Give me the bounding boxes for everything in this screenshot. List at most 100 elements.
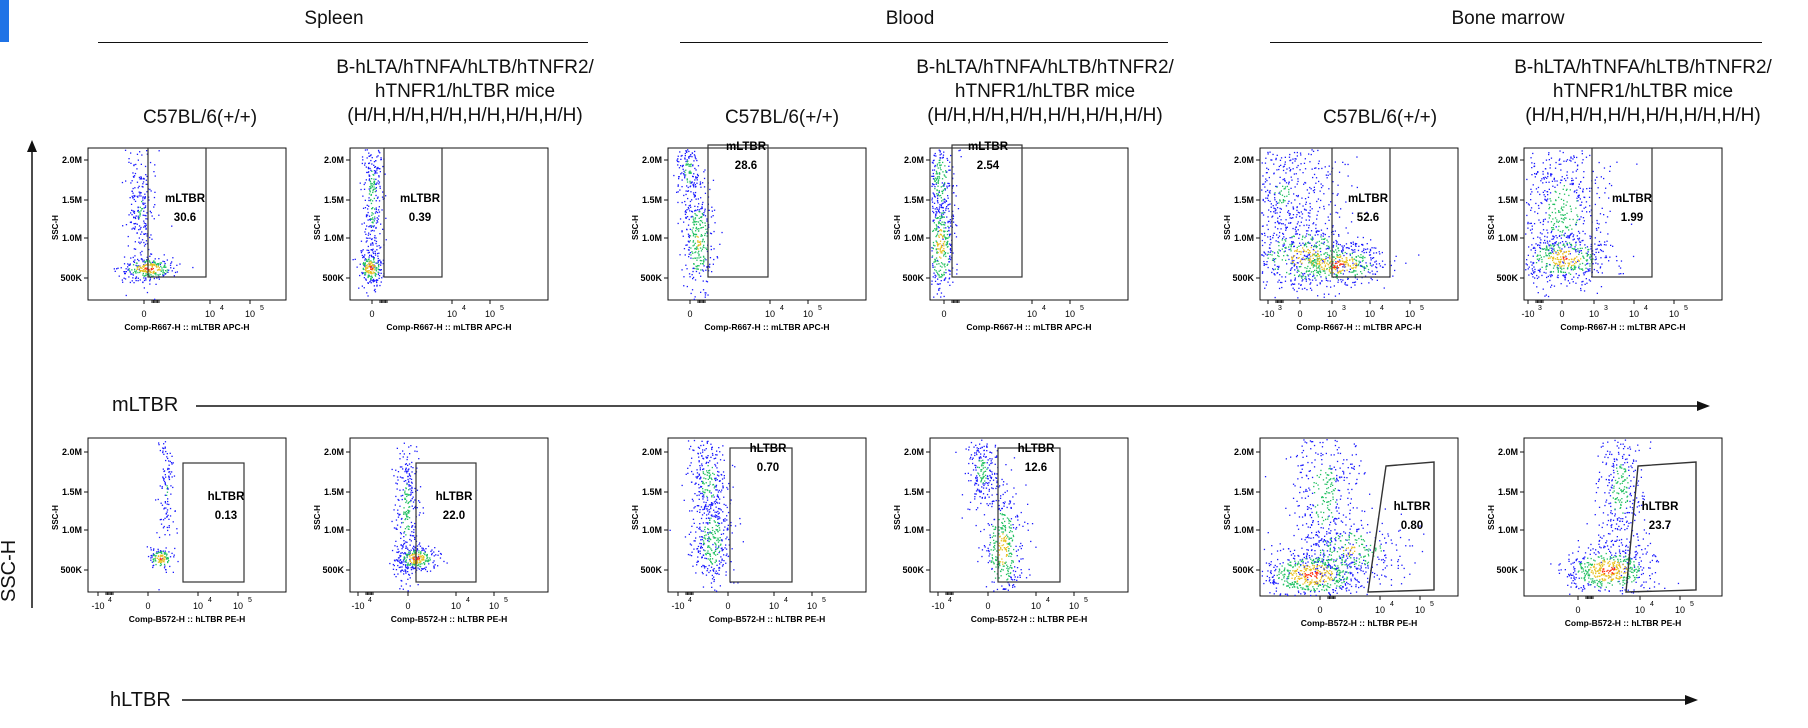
event-dot [1589,263,1591,265]
event-dot [166,485,168,487]
x-tick-label: 10 [447,309,457,319]
event-dot [1545,294,1547,296]
event-dot [931,255,934,257]
event-dot [1579,187,1581,189]
event-dot [412,547,414,549]
event-dot [1267,253,1269,256]
event-dot [940,169,942,171]
event-dot [419,542,421,544]
event-dot [168,478,171,481]
event-dot [932,172,934,175]
event-dot [711,206,713,208]
event-dot [368,162,370,165]
event-dot [143,266,145,268]
event-dot [152,264,155,266]
x-tick-label: 10 [1065,309,1075,319]
event-dot [1394,269,1396,272]
event-dot [1559,182,1562,184]
event-dot [695,270,698,273]
event-dot [407,548,409,550]
event-dot [701,203,703,206]
event-dot [698,209,701,211]
event-dot [1297,178,1299,180]
event-dot [1332,225,1334,227]
event-dot [145,274,147,277]
event-dot [1300,259,1302,261]
event-dot [128,264,130,266]
event-dot [401,522,403,524]
event-dot [364,207,367,209]
event-dot [1296,233,1299,235]
event-dot [371,170,373,172]
event-dot [1298,245,1300,247]
event-dot [166,558,168,560]
event-dot [940,292,943,294]
event-dot [1292,217,1294,219]
event-dot [689,228,691,230]
event-dot [949,284,951,286]
event-dot [1580,258,1582,260]
event-dot [407,525,409,527]
event-dot [137,206,139,208]
event-dot [1569,189,1571,191]
event-dot [932,205,934,208]
event-dot [167,457,169,460]
x-tick-label: 0 [145,601,150,611]
event-dot [362,263,365,265]
event-dot [145,267,147,269]
event-dot [1590,209,1592,211]
event-dot [1302,172,1304,174]
event-dot [367,252,369,254]
event-dot [952,215,955,218]
event-dot [375,267,377,270]
event-dot [164,484,167,486]
event-dot [1550,175,1552,177]
event-dot [1306,267,1308,270]
event-dot [1305,230,1308,232]
event-dot [1369,262,1371,264]
event-dot [943,253,945,255]
event-dot [137,265,139,267]
event-dot [163,552,165,554]
event-dot [1288,200,1290,202]
event-dot [1539,244,1541,246]
event-dot [952,281,954,283]
event-dot [138,185,140,187]
event-dot [166,491,169,493]
event-dot [163,556,165,558]
event-dot [1547,194,1549,196]
event-dot [1531,273,1533,275]
event-dot [1314,167,1316,169]
event-dot [1566,285,1568,287]
event-dot [366,240,368,242]
event-dot [1279,222,1281,224]
event-dot [938,177,941,179]
event-dot [1544,199,1547,201]
event-dot [1581,252,1583,254]
event-dot [1274,296,1276,299]
event-dot [128,276,130,278]
event-dot [680,173,682,175]
event-dot [161,267,163,269]
event-dot [677,155,679,157]
event-dot [426,570,428,573]
event-dot [1548,208,1550,210]
event-dot [166,553,168,555]
event-dot [161,552,163,554]
event-dot [1296,249,1298,251]
event-dot [1324,222,1327,225]
event-dot [1575,177,1577,179]
event-dot [1354,244,1357,246]
event-dot [370,182,372,184]
event-dot [1298,237,1300,239]
event-dot [684,254,686,256]
event-dot [1564,262,1566,265]
event-dot [1298,275,1300,277]
event-dot [1556,258,1558,260]
event-dot [1315,251,1317,253]
event-dot [401,477,403,479]
event-dot [1370,239,1372,241]
event-dot [1313,186,1315,188]
event-dot [946,230,949,232]
event-dot [1371,257,1374,259]
